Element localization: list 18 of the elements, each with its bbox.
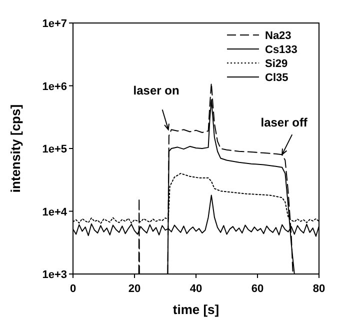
y-tick-label: 1e+3	[42, 269, 67, 281]
legend-label: Si29	[265, 58, 288, 70]
x-tick-label: 60	[251, 283, 264, 295]
annotation: laser off	[260, 116, 308, 130]
legend-label: Na23	[265, 30, 292, 42]
x-axis-title: time [s]	[172, 302, 220, 317]
x-tick-label: 20	[128, 283, 141, 295]
annotation: laser on	[133, 84, 180, 98]
x-tick-label: 40	[190, 283, 202, 295]
y-tick-label: 1e+7	[42, 18, 67, 30]
legend-label: Cs133	[265, 44, 298, 56]
x-tick-label: 0	[70, 283, 76, 295]
y-axis-title: intensity [cps]	[8, 104, 23, 193]
y-tick-label: 1e+5	[42, 144, 67, 156]
x-tick-label: 80	[312, 283, 326, 295]
y-tick-label: 1e+4	[42, 206, 68, 218]
y-tick-label: 1e+6	[42, 80, 67, 93]
legend-label: Cl35	[265, 72, 288, 84]
